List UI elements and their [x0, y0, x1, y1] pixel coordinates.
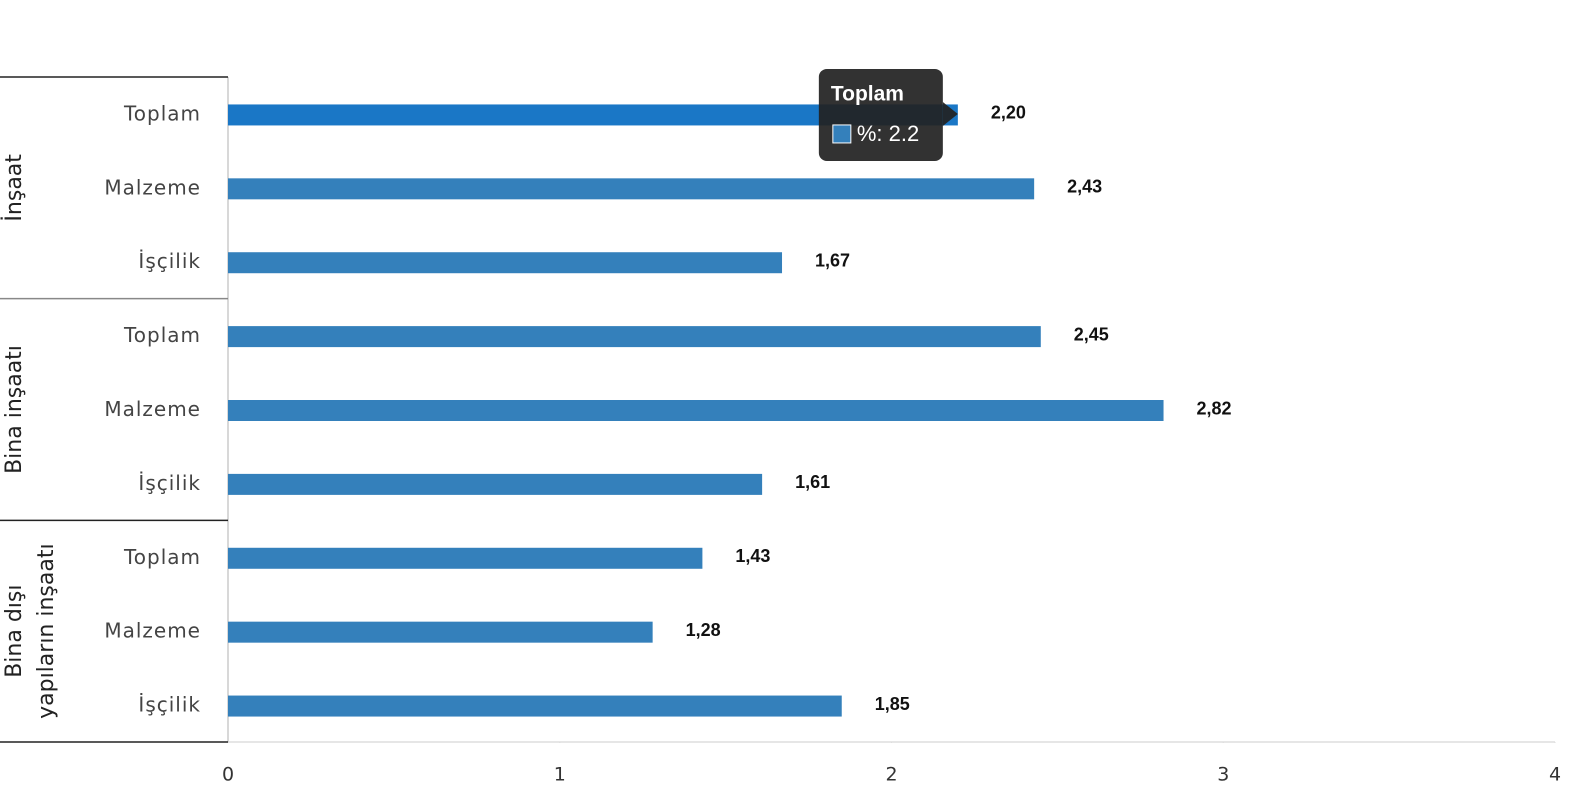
- category-label: Malzeme: [104, 175, 201, 199]
- value-label: 1,67: [815, 250, 850, 270]
- value-label: 1,61: [795, 472, 830, 492]
- group-label: Bina inşaatı: [2, 345, 27, 474]
- value-label: 1,85: [875, 694, 910, 714]
- value-label: 2,82: [1197, 398, 1232, 418]
- bar: [228, 473, 763, 495]
- category-label: Malzeme: [104, 619, 201, 643]
- bar: [228, 695, 842, 717]
- category-label: Toplam: [123, 323, 201, 347]
- tooltip-value: %: 2.2: [857, 121, 919, 146]
- tooltip: Toplam %: 2.2: [818, 68, 958, 161]
- x-tick-label: 1: [554, 764, 566, 786]
- value-label: 2,43: [1067, 177, 1102, 197]
- value-label: 2,20: [991, 103, 1026, 123]
- category-label: Malzeme: [104, 397, 201, 421]
- x-tick-label: 2: [885, 764, 897, 786]
- x-tick-label: 3: [1217, 764, 1229, 786]
- value-label: 2,45: [1074, 324, 1109, 344]
- x-tick-label: 4: [1549, 764, 1561, 786]
- value-label: 1,28: [686, 620, 721, 640]
- x-tick-label: 0: [222, 764, 234, 786]
- tooltip-title: Toplam: [831, 82, 904, 105]
- group-label: Bina dışı: [2, 585, 27, 678]
- bar: [228, 252, 783, 274]
- tooltip-arrow: [942, 101, 958, 126]
- tooltip-swatch: [832, 124, 852, 144]
- bar: [228, 178, 1035, 200]
- category-label: İşçilik: [138, 471, 201, 495]
- bar: [228, 400, 1164, 421]
- category-label: İşçilik: [138, 693, 201, 717]
- group-label: yapıların inşaatı: [34, 543, 59, 718]
- bar: [228, 547, 703, 569]
- bar: [228, 326, 1041, 348]
- category-label: Toplam: [123, 101, 201, 125]
- value-label: 1,43: [735, 546, 770, 566]
- category-label: Toplam: [123, 545, 201, 569]
- group-label: İnşaat: [1, 154, 27, 222]
- category-label: İşçilik: [138, 249, 201, 273]
- bar: [228, 104, 958, 126]
- bar: [228, 621, 653, 643]
